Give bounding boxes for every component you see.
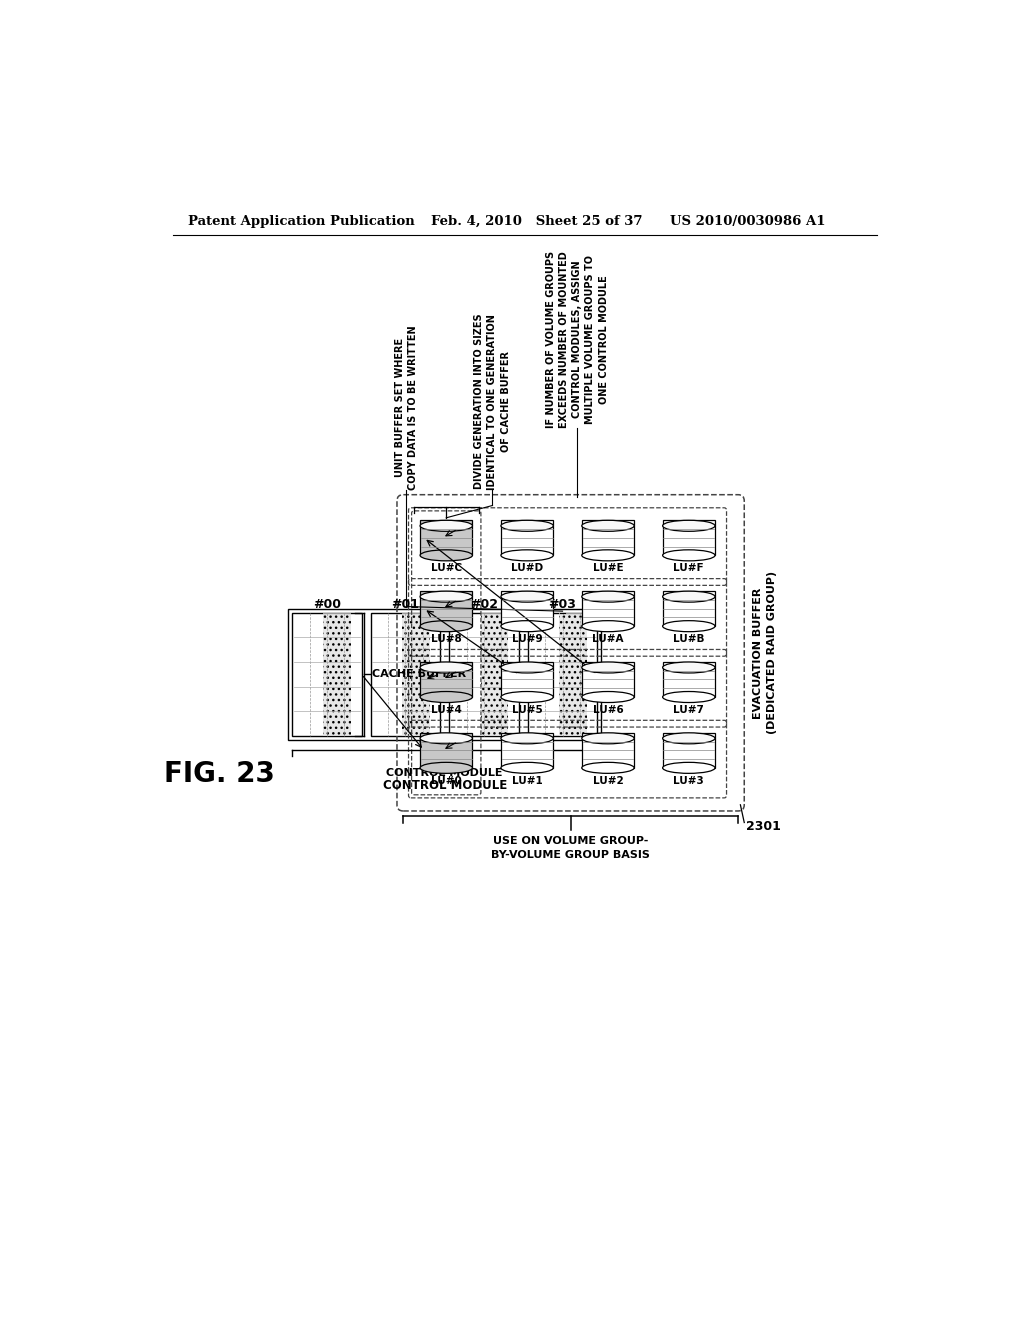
Bar	[420, 663, 472, 697]
Ellipse shape	[663, 550, 715, 561]
Ellipse shape	[582, 763, 634, 774]
Ellipse shape	[582, 591, 634, 602]
Ellipse shape	[582, 520, 634, 532]
Text: Feb. 4, 2010   Sheet 25 of 37: Feb. 4, 2010 Sheet 25 of 37	[431, 215, 642, 228]
Text: Patent Application Publication: Patent Application Publication	[188, 215, 415, 228]
Text: LU#5: LU#5	[512, 705, 543, 715]
Bar	[480, 612, 508, 737]
Text: LU#C: LU#C	[431, 564, 462, 573]
Bar	[501, 733, 553, 768]
Text: LU#A: LU#A	[592, 634, 624, 644]
Bar	[324, 612, 351, 737]
Text: LU#D: LU#D	[511, 564, 543, 573]
Text: #00: #00	[313, 598, 341, 611]
Ellipse shape	[582, 692, 634, 702]
Ellipse shape	[501, 763, 553, 774]
Bar	[663, 520, 715, 556]
Text: LU#3: LU#3	[674, 776, 705, 785]
Text: 2301: 2301	[745, 820, 780, 833]
Ellipse shape	[420, 763, 472, 774]
Bar	[501, 591, 553, 626]
Text: LU#8: LU#8	[431, 634, 462, 644]
Ellipse shape	[663, 733, 715, 744]
Text: LU#1: LU#1	[512, 776, 543, 785]
Text: CACHE BUFFER: CACHE BUFFER	[372, 669, 466, 680]
Ellipse shape	[420, 733, 472, 744]
Ellipse shape	[501, 663, 553, 673]
Text: USE ON VOLUME GROUP-
BY-VOLUME GROUP BASIS: USE ON VOLUME GROUP- BY-VOLUME GROUP BAS…	[492, 837, 650, 859]
Ellipse shape	[663, 591, 715, 602]
Bar	[663, 733, 715, 768]
Bar	[292, 612, 361, 737]
Ellipse shape	[501, 520, 553, 532]
Ellipse shape	[501, 733, 553, 744]
Bar	[582, 733, 634, 768]
Text: DIVIDE GENERATION INTO SIZES
IDENTICAL TO ONE GENERATION
OF CACHE BUFFER: DIVIDE GENERATION INTO SIZES IDENTICAL T…	[474, 314, 511, 490]
Text: #03: #03	[549, 598, 577, 611]
Ellipse shape	[663, 520, 715, 532]
Ellipse shape	[420, 550, 472, 561]
Ellipse shape	[420, 520, 472, 532]
Bar	[371, 612, 440, 737]
Ellipse shape	[420, 692, 472, 702]
Text: LU#B: LU#B	[673, 634, 705, 644]
Text: LU#9: LU#9	[512, 634, 543, 644]
Text: US 2010/0030986 A1: US 2010/0030986 A1	[670, 215, 825, 228]
Ellipse shape	[501, 550, 553, 561]
Bar	[582, 520, 634, 556]
Bar	[663, 663, 715, 697]
Bar	[420, 733, 472, 768]
Bar	[420, 520, 472, 556]
Text: UNIT BUFFER SET WHERE
COPY DATA IS TO BE WRITTEN: UNIT BUFFER SET WHERE COPY DATA IS TO BE…	[394, 325, 418, 490]
Ellipse shape	[663, 692, 715, 702]
Ellipse shape	[582, 620, 634, 632]
Bar	[501, 663, 553, 697]
Ellipse shape	[582, 663, 634, 673]
Text: FIG. 23: FIG. 23	[164, 760, 274, 788]
Bar	[528, 612, 597, 737]
Text: LU#E: LU#E	[593, 564, 624, 573]
Ellipse shape	[501, 620, 553, 632]
Bar	[582, 663, 634, 697]
Text: CONTROL MODULE: CONTROL MODULE	[383, 779, 507, 792]
Text: EVACUATION BUFFER
(DEDICATED RAID GROUP): EVACUATION BUFFER (DEDICATED RAID GROUP)	[754, 572, 776, 734]
Ellipse shape	[663, 663, 715, 673]
Bar	[582, 591, 634, 626]
Bar	[289, 609, 601, 739]
Bar	[501, 520, 553, 556]
Text: CONTROL MODULE: CONTROL MODULE	[386, 768, 503, 777]
Bar	[663, 591, 715, 626]
Text: IF NUMBER OF VOLUME GROUPS
EXCEEDS NUMBER OF MOUNTED
CONTROL MODULES, ASSIGN
MUL: IF NUMBER OF VOLUME GROUPS EXCEEDS NUMBE…	[546, 251, 608, 428]
Ellipse shape	[663, 763, 715, 774]
Ellipse shape	[420, 663, 472, 673]
Bar	[402, 612, 430, 737]
Text: LU#2: LU#2	[593, 776, 624, 785]
Bar	[420, 591, 472, 626]
Text: LU#4: LU#4	[431, 705, 462, 715]
Bar	[450, 612, 518, 737]
Ellipse shape	[501, 591, 553, 602]
Ellipse shape	[501, 692, 553, 702]
Ellipse shape	[663, 620, 715, 632]
Text: #02: #02	[470, 598, 498, 611]
Ellipse shape	[420, 591, 472, 602]
Text: LU#F: LU#F	[674, 564, 705, 573]
Text: LU#0: LU#0	[431, 776, 462, 785]
Text: LU#6: LU#6	[593, 705, 624, 715]
Text: #01: #01	[391, 598, 420, 611]
Bar	[559, 612, 587, 737]
Ellipse shape	[582, 550, 634, 561]
Ellipse shape	[582, 733, 634, 744]
Ellipse shape	[420, 620, 472, 632]
Text: LU#7: LU#7	[674, 705, 705, 715]
